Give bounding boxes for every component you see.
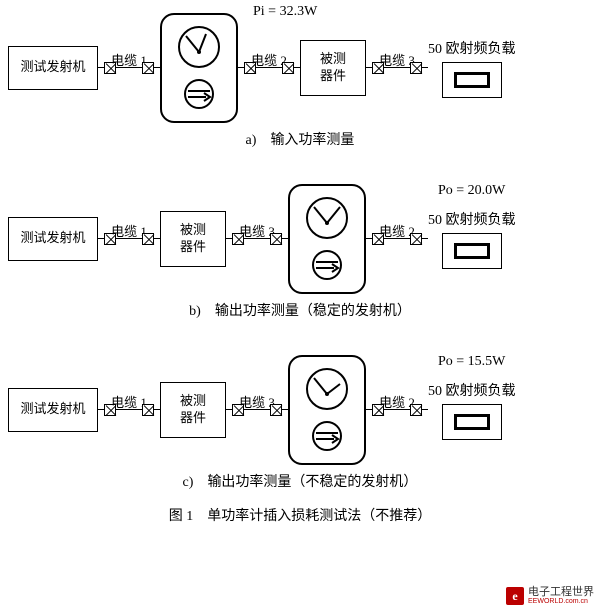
caption-b: b) 输出功率测量（稳定的发射机） xyxy=(8,300,592,320)
dut-l2: 器件 xyxy=(180,239,206,256)
cap-b-text: 输出功率测量（稳定的发射机） xyxy=(215,304,411,319)
load-label: 50 欧射频负载 xyxy=(428,380,516,400)
load-label: 50 欧射频负载 xyxy=(428,209,516,229)
dut-box: 被测 器件 xyxy=(160,382,226,438)
segment-c3: 电缆 3 xyxy=(226,404,288,416)
segment-c2: 电缆 2 xyxy=(366,233,428,245)
row-a: Pi = 32.3W 测试发射机 电缆 1 电缆 2 xyxy=(8,10,592,125)
figure-canvas: Pi = 32.3W 测试发射机 电缆 1 电缆 2 xyxy=(0,0,600,533)
connector-icon xyxy=(410,62,422,74)
load-wrap: 50 欧射频负载 xyxy=(428,380,516,440)
dut-box: 被测 器件 xyxy=(300,40,366,96)
caption-c: c) 输出功率测量（不稳定的发射机） xyxy=(8,471,592,491)
dut-l2: 器件 xyxy=(320,68,346,85)
cap-c-prefix: c) xyxy=(183,475,194,490)
segment-c2: 电缆 2 xyxy=(366,404,428,416)
load-label: 50 欧射频负载 xyxy=(428,38,516,58)
connector-icon xyxy=(142,233,154,245)
segment-c1: 电缆 1 xyxy=(98,62,160,74)
segment-c3: 电缆 3 xyxy=(366,62,428,74)
watermark-line2: EEWORLD.com.cn xyxy=(528,598,594,605)
power-meter xyxy=(160,13,238,123)
rf-load xyxy=(442,62,502,98)
watermark: e 电子工程世界 EEWORLD.com.cn xyxy=(506,587,594,605)
dut-l1: 被测 xyxy=(180,393,206,410)
connector-icon xyxy=(282,62,294,74)
load-inner-icon xyxy=(454,243,490,259)
watermark-badge-icon: e xyxy=(506,587,524,605)
tx-label: 测试发射机 xyxy=(20,401,85,418)
dut-l1: 被测 xyxy=(180,222,206,239)
row-c: Po = 15.5W 测试发射机 电缆 1 被测 器件 电缆 3 xyxy=(8,352,592,467)
coupler-icon xyxy=(182,77,216,111)
tx-label: 测试发射机 xyxy=(20,59,85,76)
watermark-text: 电子工程世界 EEWORLD.com.cn xyxy=(528,587,594,605)
power-meter xyxy=(288,355,366,465)
power-label-c: Po = 15.5W xyxy=(438,354,505,370)
segment-c1: 电缆 1 xyxy=(98,404,160,416)
dut-box: 被测 器件 xyxy=(160,211,226,267)
dut-l1: 被测 xyxy=(320,51,346,68)
connector-icon xyxy=(142,62,154,74)
connector-icon xyxy=(410,233,422,245)
transmitter-box: 测试发射机 xyxy=(8,217,98,261)
power-label-a: Pi = 32.3W xyxy=(253,4,317,20)
coupler-icon xyxy=(310,419,344,453)
cap-c-text: 输出功率测量（不稳定的发射机） xyxy=(207,475,417,490)
caption-a: a) 输入功率测量 xyxy=(8,129,592,149)
power-meter xyxy=(288,184,366,294)
gauge-icon xyxy=(304,195,350,241)
cap-a-text: 输入功率测量 xyxy=(270,133,354,148)
transmitter-box: 测试发射机 xyxy=(8,46,98,90)
power-label-b: Po = 20.0W xyxy=(438,183,505,199)
gauge-icon xyxy=(304,366,350,412)
row-b: Po = 20.0W 测试发射机 电缆 1 被测 器件 电缆 3 xyxy=(8,181,592,296)
connector-icon xyxy=(142,404,154,416)
load-inner-icon xyxy=(454,414,490,430)
figure-caption: 图 1 单功率计插入损耗测试法（不推荐） xyxy=(8,505,592,525)
cap-a-prefix: a) xyxy=(246,133,257,148)
segment-c1: 电缆 1 xyxy=(98,233,160,245)
load-inner-icon xyxy=(454,72,490,88)
connector-icon xyxy=(410,404,422,416)
cap-b-prefix: b) xyxy=(189,304,201,319)
segment-c2: 电缆 2 xyxy=(238,62,300,74)
coupler-icon xyxy=(310,248,344,282)
dut-l2: 器件 xyxy=(180,410,206,427)
tx-label: 测试发射机 xyxy=(20,230,85,247)
segment-c3: 电缆 3 xyxy=(226,233,288,245)
figure-prefix: 图 1 xyxy=(169,509,194,524)
rf-load xyxy=(442,404,502,440)
gauge-icon xyxy=(176,24,222,70)
load-wrap: 50 欧射频负载 xyxy=(428,209,516,269)
transmitter-box: 测试发射机 xyxy=(8,388,98,432)
watermark-line1: 电子工程世界 xyxy=(528,587,594,598)
connector-icon xyxy=(270,404,282,416)
load-wrap: 50 欧射频负载 xyxy=(428,38,516,98)
connector-icon xyxy=(270,233,282,245)
rf-load xyxy=(442,233,502,269)
figure-title: 单功率计插入损耗测试法（不推荐） xyxy=(207,509,431,524)
